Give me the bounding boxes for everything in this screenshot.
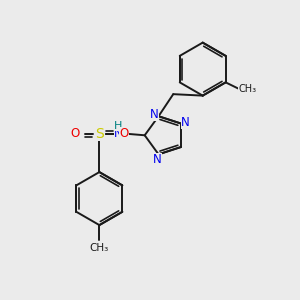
- Text: S: S: [95, 127, 104, 141]
- Text: CH₃: CH₃: [90, 243, 109, 253]
- Text: N: N: [153, 153, 161, 166]
- Text: O: O: [119, 127, 129, 140]
- Text: H: H: [114, 121, 122, 130]
- Text: N: N: [114, 127, 123, 140]
- Text: N: N: [150, 108, 159, 121]
- Text: O: O: [70, 127, 79, 140]
- Text: CH₃: CH₃: [238, 84, 256, 94]
- Text: N: N: [181, 116, 190, 128]
